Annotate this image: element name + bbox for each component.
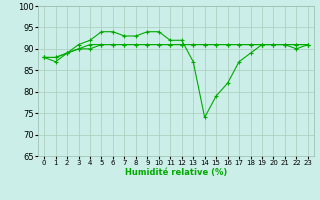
X-axis label: Humidité relative (%): Humidité relative (%) (125, 168, 227, 177)
